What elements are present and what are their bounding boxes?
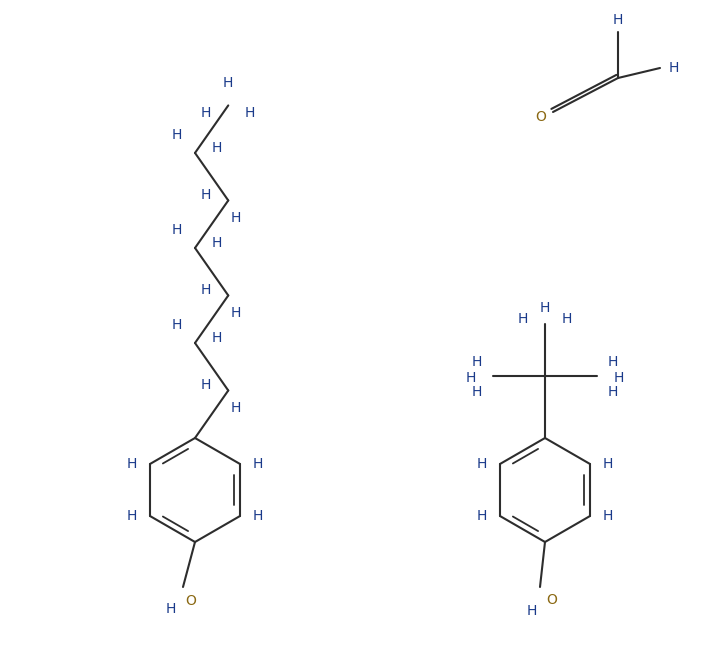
Text: H: H <box>562 312 572 326</box>
Text: H: H <box>527 604 537 618</box>
Text: H: H <box>231 306 241 321</box>
Text: O: O <box>547 593 557 607</box>
Text: H: H <box>172 318 182 332</box>
Text: H: H <box>212 236 222 250</box>
Text: H: H <box>613 13 623 27</box>
Text: H: H <box>472 385 482 399</box>
Text: H: H <box>127 457 137 471</box>
Text: H: H <box>201 379 212 393</box>
Text: H: H <box>253 509 263 523</box>
Text: H: H <box>212 331 222 345</box>
Text: H: H <box>540 301 550 315</box>
Text: H: H <box>608 355 618 369</box>
Text: H: H <box>477 457 487 471</box>
Text: H: H <box>477 509 487 523</box>
Text: H: H <box>603 509 613 523</box>
Text: O: O <box>536 110 547 124</box>
Text: O: O <box>186 594 196 608</box>
Text: H: H <box>172 223 182 237</box>
Text: H: H <box>231 211 241 226</box>
Text: H: H <box>172 128 182 142</box>
Text: H: H <box>166 602 176 616</box>
Text: H: H <box>253 457 263 471</box>
Text: H: H <box>472 355 482 369</box>
Text: H: H <box>201 188 212 202</box>
Text: H: H <box>614 371 624 385</box>
Text: H: H <box>465 371 476 385</box>
Text: H: H <box>518 312 528 326</box>
Text: H: H <box>201 106 212 121</box>
Text: H: H <box>201 284 212 297</box>
Text: H: H <box>669 61 679 75</box>
Text: H: H <box>603 457 613 471</box>
Text: H: H <box>245 106 255 121</box>
Text: H: H <box>231 402 241 415</box>
Text: H: H <box>223 76 233 91</box>
Text: H: H <box>127 509 137 523</box>
Text: H: H <box>212 141 222 155</box>
Text: H: H <box>608 385 618 399</box>
